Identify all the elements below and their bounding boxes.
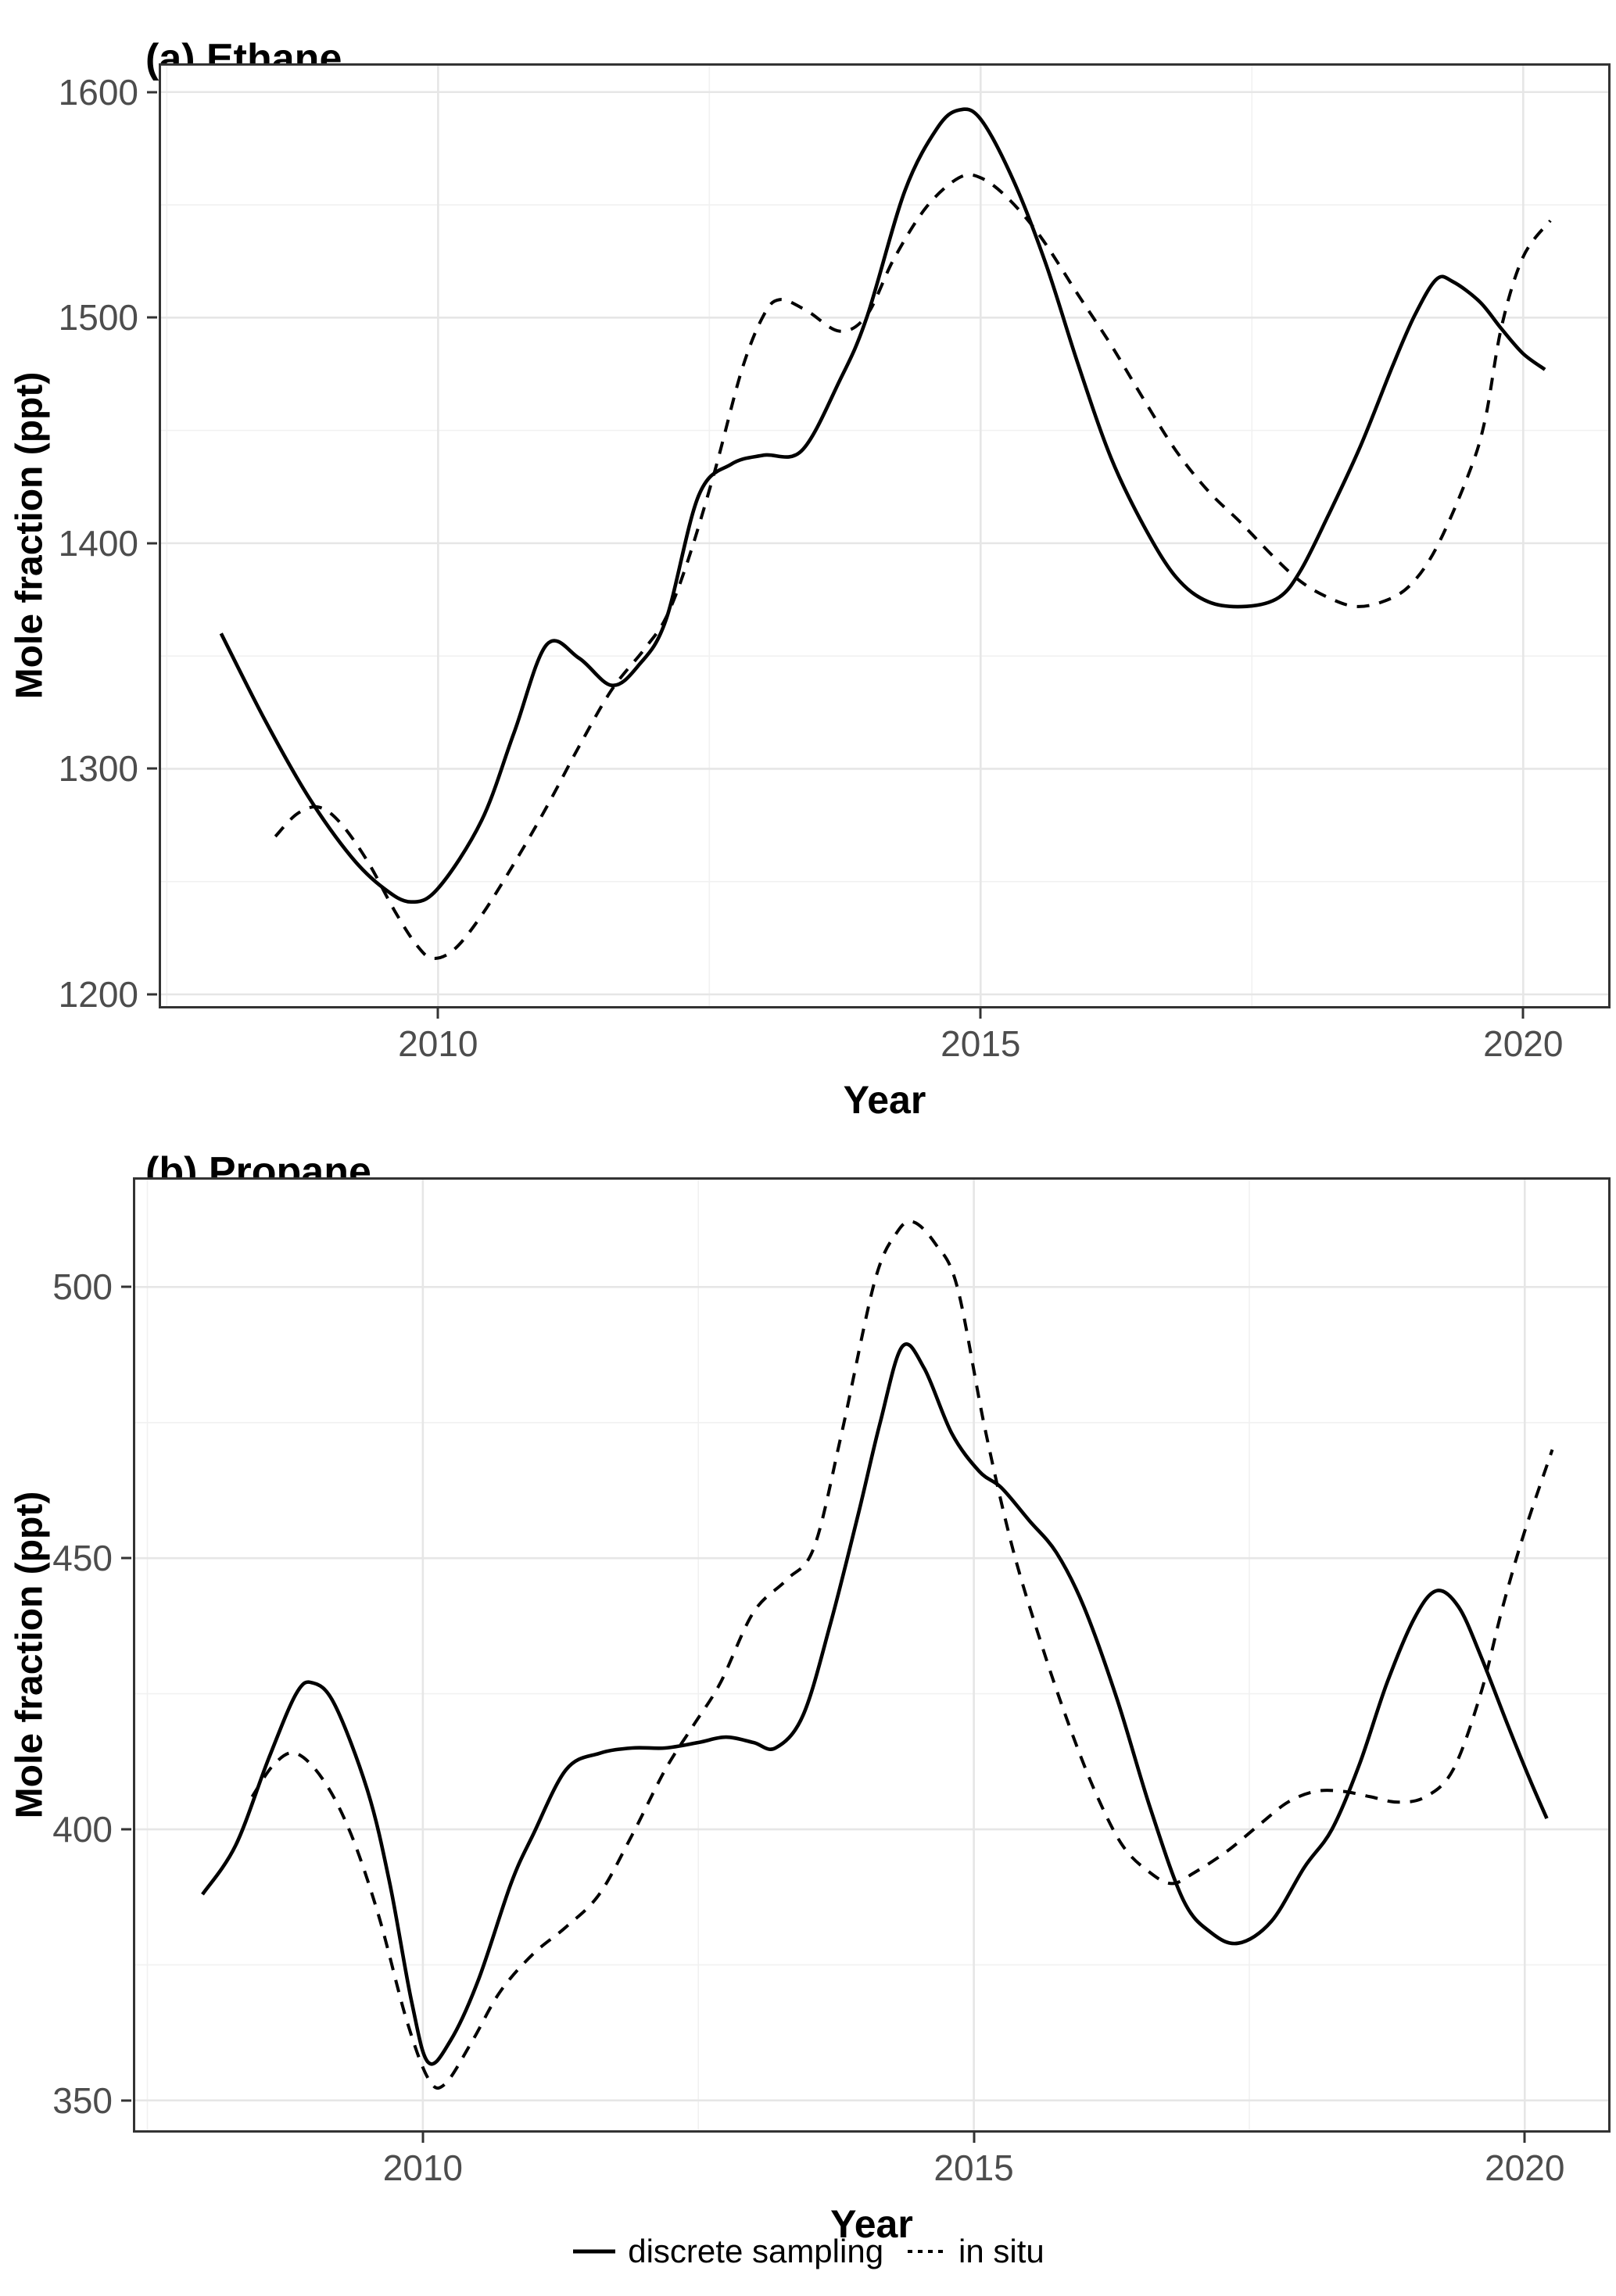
series-discrete-sampling [201,1342,1549,2066]
chart-a-y-axis-ticks: 1200 1300 1400 1500 1600 [0,63,159,1015]
y-tick-label: 1400 [58,522,138,564]
y-tick-label: 350 [52,2079,113,2121]
series-discrete-sampling [219,107,1546,904]
y-tick-mark [121,1556,131,1560]
legend-label-discrete-sampling: discrete sampling [628,2233,884,2269]
y-tick-label: 1300 [58,748,138,790]
x-tick-mark [973,2133,976,2143]
chart-a-panel [159,63,1611,1008]
x-tick-label: 2010 [398,1023,478,1064]
x-tick-mark [436,1008,439,1019]
legend-label-in-situ: in situ [958,2233,1044,2269]
x-tick-label: 2020 [1483,1023,1564,1064]
y-tick-label: 1500 [58,297,138,338]
chart-b-y-axis-ticks: 350 400 450 500 [0,1177,133,2133]
chart-b-x-axis-title: Year [830,2202,913,2246]
y-tick-mark [147,767,157,770]
y-tick-mark [121,1828,131,1831]
x-tick-mark [421,2133,425,2143]
x-tick-mark [1523,2133,1526,2143]
chart-a-x-axis-ticks: 2010 2015 2020 [159,1008,1611,1071]
series-in-situ [250,1220,1554,2090]
legend-solid-line-icon [572,2248,617,2255]
x-tick-label: 2015 [933,2147,1014,2188]
y-tick-label: 1600 [58,71,138,113]
y-tick-label: 450 [52,1538,113,1579]
y-tick-label: 400 [52,1809,113,1850]
y-tick-mark [121,1285,131,1288]
x-tick-mark [979,1008,982,1019]
x-tick-mark [1521,1008,1525,1019]
chart-a-plot-area [161,66,1608,1006]
y-tick-label: 500 [52,1266,113,1308]
y-tick-mark [147,542,157,545]
y-tick-mark [147,91,157,94]
y-tick-mark [121,2099,131,2102]
chart-b-plot-area [135,1180,1608,2130]
chart-a-x-axis-title: Year [843,1078,926,1122]
legend: discrete sampling in situ [0,2233,1616,2270]
y-tick-mark [147,993,157,996]
y-tick-label: 1200 [58,973,138,1015]
legend-dashed-line-icon [907,2248,948,2255]
series-in-situ [274,173,1552,960]
chart-b-x-axis-ticks: 2010 2015 2020 [133,2133,1611,2195]
x-tick-label: 2015 [941,1023,1021,1064]
chart-b-panel [133,1177,1611,2133]
x-tick-label: 2010 [382,2147,464,2188]
y-tick-mark [147,316,157,319]
x-tick-label: 2020 [1485,2147,1565,2188]
